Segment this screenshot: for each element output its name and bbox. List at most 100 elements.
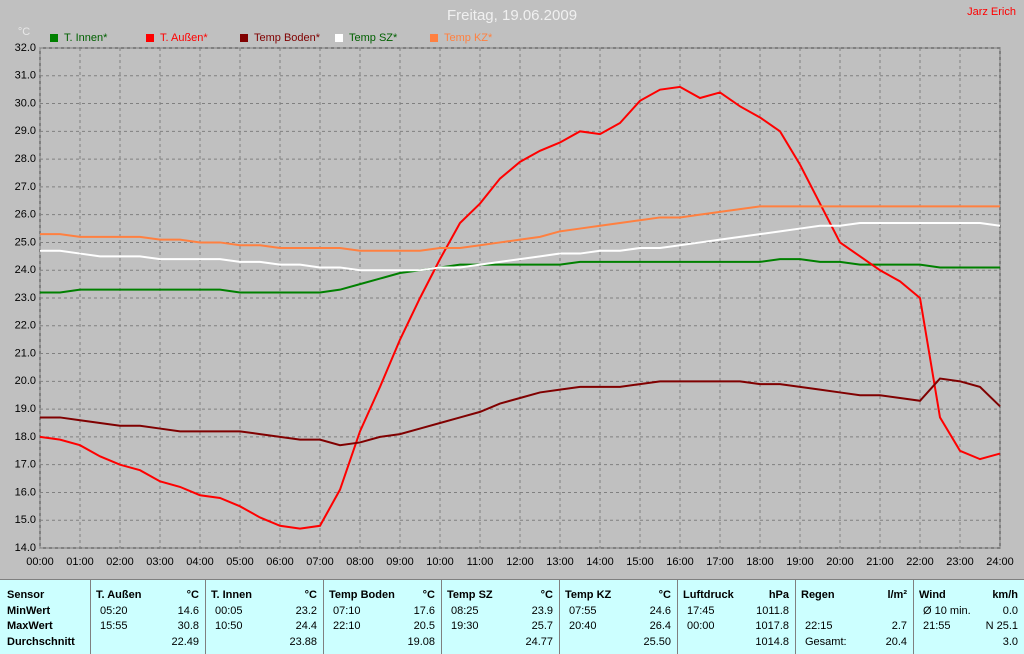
- y-tick-label: 23.0: [15, 292, 36, 304]
- cell-time: 10:50: [215, 620, 243, 632]
- y-tick-label: 28.0: [15, 153, 36, 165]
- cell-time: 08:25: [451, 605, 479, 617]
- x-tick-label: 02:00: [106, 556, 134, 568]
- y-tick-label: 16.0: [15, 486, 36, 498]
- x-tick-label: 00:00: [26, 556, 54, 568]
- cell-value: 3.0: [1002, 636, 1018, 648]
- legend-swatch: [240, 34, 248, 42]
- stats-table: Sensor MinWert MaxWert Durchschnitt T. Außen…: [0, 579, 1024, 654]
- y-tick-label: 29.0: [15, 125, 36, 137]
- x-tick-label: 24:00: [986, 556, 1014, 568]
- y-tick-label: 24.0: [15, 264, 36, 276]
- y-tick-label: 31.0: [15, 70, 36, 82]
- x-tick-label: 07:00: [306, 556, 334, 568]
- column-unit: °C: [658, 589, 671, 601]
- series-line: [40, 258, 1000, 294]
- y-tick-label: 14.0: [15, 542, 36, 554]
- cell-value: 22.49: [171, 636, 199, 648]
- legend-swatch: [50, 34, 58, 42]
- cell-time: 22:10: [333, 620, 361, 632]
- column-divider: [205, 580, 206, 654]
- legend-swatch: [146, 34, 154, 42]
- x-tick-label: 06:00: [266, 556, 294, 568]
- cell-value: 1014.8: [755, 636, 789, 648]
- cell-value: 25.7: [531, 620, 553, 632]
- column-divider: [559, 580, 560, 654]
- x-tick-label: 13:00: [546, 556, 574, 568]
- chart-title: Freitag, 19.06.2009: [447, 7, 577, 24]
- cell-value: 14.6: [177, 605, 199, 617]
- column-unit: l/m²: [887, 589, 907, 601]
- x-tick-label: 20:00: [826, 556, 854, 568]
- cell-value: 23.88: [289, 636, 317, 648]
- cell-value: 24.77: [525, 636, 553, 648]
- cell-time: 15:55: [100, 620, 128, 632]
- column-header: T. Innen: [211, 589, 252, 601]
- y-axis-label: °C: [18, 26, 30, 38]
- x-tick-label: 05:00: [226, 556, 254, 568]
- column-header: T. Außen: [96, 589, 142, 601]
- y-tick-label: 26.0: [15, 209, 36, 221]
- cell-time: 07:10: [333, 605, 361, 617]
- legend-label: T. Innen*: [64, 32, 108, 44]
- legend-label: T. Außen*: [160, 32, 208, 44]
- series-line: [40, 205, 1000, 252]
- cell-value: 23.9: [531, 605, 553, 617]
- x-tick-label: 09:00: [386, 556, 414, 568]
- y-tick-label: 20.0: [15, 375, 36, 387]
- cell-value: 30.8: [177, 620, 199, 632]
- cell-time: 00:05: [215, 605, 243, 617]
- legend-label: Temp Boden*: [254, 32, 321, 44]
- x-tick-label: 08:00: [346, 556, 374, 568]
- plot-layer: 14.0 15.0 16.0 17.0 18.0 19.0 20.0 21.0 22.0 23.0…: [15, 32, 1014, 568]
- cell-value: 25.50: [643, 636, 671, 648]
- x-tick-label: 01:00: [66, 556, 94, 568]
- x-tick-label: 17:00: [706, 556, 734, 568]
- cell-time: 05:20: [100, 605, 128, 617]
- legend-swatch: [335, 34, 343, 42]
- y-tick-label: 17.0: [15, 459, 36, 471]
- cell-time: Gesamt:: [805, 636, 847, 648]
- cell-value: N 25.1: [985, 620, 1018, 632]
- column-divider: [795, 580, 796, 654]
- x-tick-label: 22:00: [906, 556, 934, 568]
- x-tick-label: 10:00: [426, 556, 454, 568]
- row-label: MinWert: [7, 605, 51, 617]
- x-tick-label: 14:00: [586, 556, 614, 568]
- x-tick-label: 16:00: [666, 556, 694, 568]
- cell-time: Ø 10 min.: [923, 605, 971, 617]
- y-tick-label: 21.0: [15, 347, 36, 359]
- x-tick-label: 19:00: [786, 556, 814, 568]
- cell-value: 20.4: [885, 636, 907, 648]
- cell-time: 17:45: [687, 605, 715, 617]
- x-tick-label: 03:00: [146, 556, 174, 568]
- y-tick-label: 25.0: [15, 236, 36, 248]
- cell-time: 00:00: [687, 620, 715, 632]
- y-tick-label: 18.0: [15, 431, 36, 443]
- cell-value: 1017.8: [755, 620, 789, 632]
- x-tick-label: 11:00: [467, 556, 494, 568]
- cell-time: 21:55: [923, 620, 951, 632]
- y-tick-label: 15.0: [15, 514, 36, 526]
- x-tick-label: 12:00: [506, 556, 534, 568]
- column-divider: [441, 580, 442, 654]
- y-tick-label: 22.0: [15, 320, 36, 332]
- cell-value: 0.0: [1002, 605, 1018, 617]
- row-label: MaxWert: [7, 620, 53, 632]
- column-unit: °C: [540, 589, 553, 601]
- column-header: Temp Boden: [329, 589, 395, 601]
- legend-label: Temp KZ*: [444, 32, 493, 44]
- cell-value: 20.5: [413, 620, 435, 632]
- cell-time: 07:55: [569, 605, 597, 617]
- cell-value: 23.2: [295, 605, 317, 617]
- x-tick-label: 23:00: [946, 556, 974, 568]
- column-header: Luftdruck: [683, 589, 734, 601]
- cell-value: 1011.8: [756, 605, 789, 617]
- row-label: Durchschnitt: [7, 636, 75, 648]
- y-tick-label: 19.0: [15, 403, 36, 415]
- cell-value: 26.4: [649, 620, 671, 632]
- series-line: [39, 85, 1001, 530]
- row-label: Sensor: [7, 589, 45, 601]
- y-tick-label: 27.0: [15, 181, 36, 193]
